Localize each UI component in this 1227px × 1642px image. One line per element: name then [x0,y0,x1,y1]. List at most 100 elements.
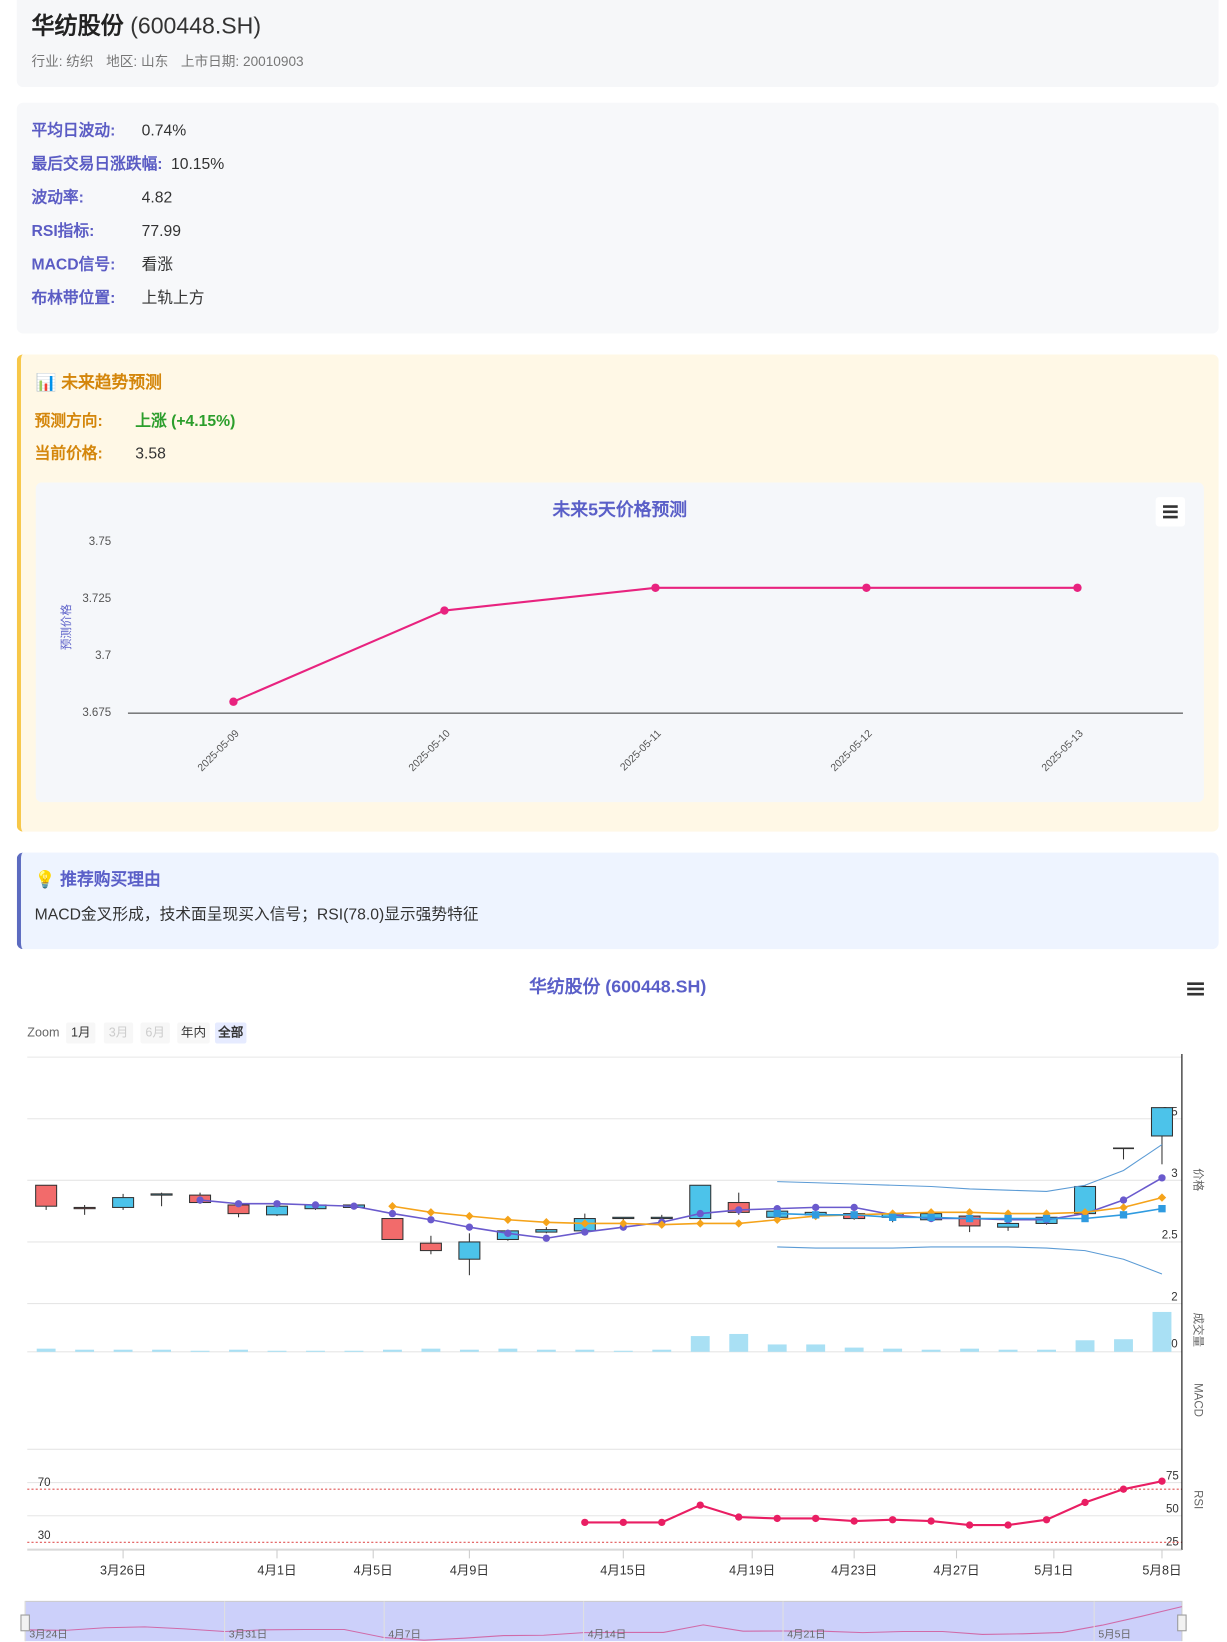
indicator-point [273,1200,281,1208]
indicator-point [773,1209,781,1218]
rsi-point [581,1518,589,1527]
indicator-point [1158,1205,1166,1213]
zoom-button-label[interactable]: 年内 [181,1025,206,1039]
rsi-line [584,1480,1163,1527]
point [1073,583,1082,592]
indicator-point [812,1203,820,1212]
indicator-point [1081,1214,1089,1223]
pane-title: 成交量 [1192,1313,1206,1348]
volume-bar [1152,1311,1172,1352]
zoom-button[interactable] [177,1022,210,1044]
rsi-point [965,1521,974,1529]
rsi-point [1042,1516,1051,1524]
indicator-point [1157,1193,1167,1202]
indicator-point [1119,1203,1128,1212]
prediction-label: 当前价格: [34,444,103,463]
chart-title: 华纺股份 (600448.SH) [529,976,706,997]
indicator-point [734,1219,743,1228]
menu-icon[interactable] [1163,505,1178,519]
stat-row: 波动率: 4.82 [31,187,172,210]
x-tick-label: 3月26日 [100,1563,146,1577]
menu-icon[interactable] [1187,982,1204,996]
indicator-point [311,1201,320,1209]
rsi-point [850,1517,858,1525]
candle-body [997,1222,1020,1228]
y-tick-label: 3.7 [95,650,111,662]
stat-label: 波动率: [31,188,84,207]
volume-bar [152,1349,172,1352]
rsi-point [619,1518,627,1527]
x-tick-label: 4月5日 [354,1563,393,1577]
volume-bar [998,1349,1018,1352]
navigator-tick-label: 4月14日 [588,1629,626,1641]
volume-bar [767,1344,787,1352]
indicator-point [234,1200,243,1208]
indicator-point [581,1228,589,1236]
volume-bar [190,1350,210,1352]
candle-body [112,1197,135,1208]
indicator-point [696,1209,704,1218]
y-axis-title: 预测价格 [59,604,73,651]
candle-body [535,1229,558,1233]
stat-label: 最后交易日涨跌幅: [31,155,163,174]
header-card [16,0,1219,88]
indicator-point [426,1208,436,1217]
indicator-point [503,1215,513,1224]
prediction-value: 3.58 [135,444,166,463]
point [862,583,871,592]
zoom-button[interactable] [214,1022,247,1044]
stock-meta: 行业: 纺织 地区: 山东 上市日期: 20010903 [31,52,316,71]
rsi-point [888,1516,897,1524]
volume-bar [75,1349,95,1352]
navigator-handle[interactable] [20,1614,30,1632]
rsi-point [812,1514,820,1523]
stock-chart: 华纺股份 (600448.SH)Zoom1月3月6月年内全部22.533.502… [20,976,1206,1642]
zoom-button-label[interactable]: 全部 [217,1024,244,1039]
pane-title: 价格 [1192,1168,1206,1192]
x-tick-label: 5月1日 [1034,1563,1073,1577]
indicator-line [777,1246,1163,1275]
stat-value: 77.99 [141,222,181,241]
volume-bar [459,1349,479,1352]
volume-bar [729,1333,749,1352]
rsi-point [773,1514,781,1523]
stat-row: RSI指标: 77.99 [31,220,180,243]
candle-body [650,1216,673,1220]
candle-body [381,1218,404,1241]
indicator-point [196,1196,204,1204]
y-tick-label: 2 [1171,1291,1177,1303]
stat-label: 布林带位置: [31,289,116,308]
stat-row: MACD信号: 看涨 [31,254,173,277]
y-tick-label: 2.5 [1162,1230,1178,1242]
zoom-button-label[interactable]: 1月 [71,1025,91,1039]
candle-body [265,1205,289,1216]
navigator-tick-label: 3月24日 [29,1629,67,1641]
candle-body [1150,1107,1173,1137]
indicator-point [542,1234,551,1242]
rsi-point [1081,1498,1089,1507]
volume-bar [113,1349,133,1352]
stock-code: (600448.SH) [130,12,262,39]
prediction-row: 当前价格: 3.58 [35,443,166,466]
indicator-point [1004,1214,1012,1223]
navigator-handle[interactable] [1177,1614,1187,1632]
volume-bar [806,1344,826,1352]
volume-bar [613,1350,633,1352]
volume-bar [382,1349,402,1352]
indicator-point [465,1211,474,1221]
stat-value: 0.74% [141,121,187,140]
x-tick-label: 4月1日 [257,1563,296,1577]
y-tick-label: 25 [1166,1537,1179,1549]
x-tick-label: 5月8日 [1142,1563,1181,1577]
rsi-point [1158,1477,1166,1485]
zoom-button-label: 6月 [145,1025,165,1039]
prediction-value: 上涨 (+4.15%) [135,412,236,430]
stat-label: RSI指标: [31,222,95,241]
volume-bar [883,1348,903,1352]
zoom-button [140,1022,170,1044]
stat-label: 平均日波动: [31,121,116,140]
indicator-point [850,1211,858,1219]
zoom-button[interactable] [66,1022,96,1044]
rsi-point [1119,1485,1128,1493]
reason-text: MACD金叉形成，技术面呈现买入信号；RSI(78.0)显示强势特征 [34,906,479,924]
